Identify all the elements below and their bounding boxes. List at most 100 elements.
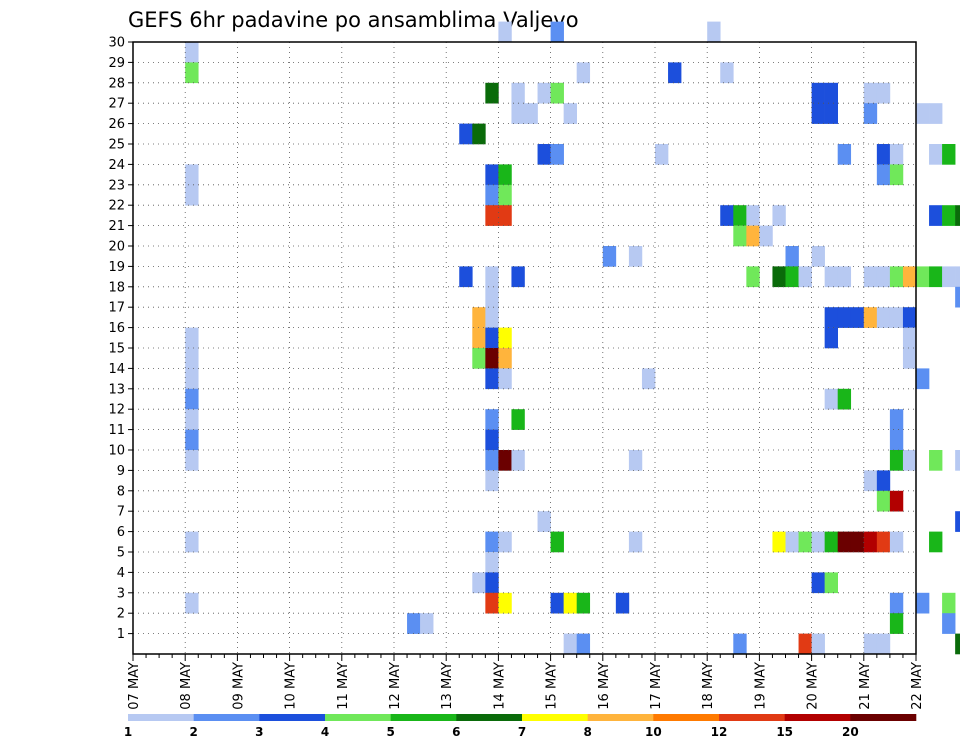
heatmap-cell	[837, 266, 852, 288]
legend-label: 2	[189, 725, 197, 739]
heatmap-cell	[185, 409, 199, 430]
legend-label: 10	[645, 725, 662, 739]
heatmap-cell	[955, 633, 960, 655]
heatmap-cell	[837, 307, 852, 328]
x-tick-label: 14 MAY	[492, 662, 507, 710]
heatmap-cell	[550, 592, 564, 614]
heatmap-cell	[472, 327, 486, 349]
heatmap-cell	[837, 144, 852, 165]
heatmap-cell	[889, 490, 904, 512]
legend-swatch	[587, 714, 654, 721]
heatmap-cell	[498, 205, 512, 226]
heatmap-cell	[485, 572, 499, 594]
heatmap-cell	[811, 572, 825, 594]
heatmap-cell	[889, 144, 904, 165]
legend-swatch	[390, 714, 457, 721]
heatmap-cell	[511, 409, 525, 430]
heatmap-cell	[485, 592, 499, 614]
heatmap-cell	[824, 572, 838, 594]
heatmap-cell	[811, 633, 825, 655]
heatmap-cell	[498, 164, 512, 186]
heatmap-cell	[185, 592, 199, 614]
heatmap-cell	[185, 348, 199, 369]
y-tick-label: 12	[108, 403, 125, 418]
heatmap-cell	[550, 144, 564, 165]
heatmap-cell	[185, 42, 199, 63]
legend-label: 12	[711, 725, 728, 739]
y-tick-label: 7	[117, 505, 125, 520]
heatmap-cell	[485, 409, 499, 430]
heatmap-cell	[185, 62, 199, 84]
heatmap-cell	[916, 592, 930, 614]
heatmap-cell	[955, 266, 960, 288]
legend-swatch	[850, 714, 917, 721]
heatmap-cell	[785, 531, 799, 553]
heatmap-cell	[563, 633, 577, 655]
y-tick-label: 1	[117, 627, 125, 642]
x-tick-label: 08 MAY	[179, 662, 194, 710]
heatmap-cell	[485, 164, 499, 186]
y-tick-label: 23	[108, 178, 125, 193]
heatmap-cell	[876, 82, 891, 104]
heatmap-cell	[485, 450, 499, 471]
y-tick-label: 30	[108, 36, 125, 51]
legend-swatch	[193, 714, 260, 721]
legend-swatch	[259, 714, 326, 721]
heatmap-cell	[628, 531, 643, 553]
heatmap-cell	[498, 450, 512, 471]
heatmap-cell	[902, 450, 917, 471]
y-tick-label: 17	[108, 301, 125, 316]
heatmap-cell	[889, 429, 904, 451]
heatmap-cell	[942, 613, 956, 634]
x-tick-label: 09 MAY	[231, 662, 246, 710]
heatmap-cell	[889, 164, 904, 186]
heatmap-cell	[916, 103, 930, 124]
heatmap-cell	[942, 266, 956, 288]
heatmap-cell	[485, 184, 499, 206]
y-tick-label: 8	[117, 484, 125, 499]
heatmap-cell	[902, 348, 917, 369]
y-tick-label: 2	[117, 607, 125, 622]
heatmap-cell	[563, 103, 577, 124]
heatmap-cell	[929, 531, 943, 553]
heatmap-cell	[811, 103, 825, 124]
legend-label: 5	[386, 725, 394, 739]
heatmap-cell	[942, 144, 956, 165]
y-tick-label: 6	[117, 525, 125, 540]
heatmap-cell	[916, 266, 930, 288]
heatmap-cell	[863, 531, 878, 553]
legend-label: 7	[518, 725, 526, 739]
heatmap-cell	[824, 388, 838, 410]
heatmap-cell	[863, 82, 878, 104]
heatmap-cell	[733, 633, 747, 655]
y-tick-label: 29	[108, 56, 125, 71]
heatmap-cell	[472, 123, 486, 145]
x-tick-label: 17 MAY	[649, 662, 664, 710]
heatmap-cell	[563, 592, 577, 614]
heatmap-cell	[902, 327, 917, 349]
heatmap-cell	[955, 286, 960, 308]
heatmap-cell	[498, 184, 512, 206]
y-tick-label: 16	[108, 321, 125, 336]
heatmap-cell	[863, 633, 878, 655]
x-tick-label: 16 MAY	[597, 662, 612, 710]
heatmap-cell	[459, 123, 473, 145]
heatmap-cell	[511, 82, 525, 104]
y-tick-label: 11	[108, 423, 125, 438]
heatmap-cell	[550, 82, 564, 104]
heatmap-cell	[824, 327, 838, 349]
y-tick-label: 15	[108, 342, 125, 357]
x-tick-label: 21 MAY	[858, 662, 873, 710]
heatmap-cell	[707, 21, 721, 43]
heatmap-cell	[785, 266, 799, 288]
heatmap-cell	[746, 205, 760, 226]
heatmap-cell	[746, 225, 760, 247]
y-tick-label: 3	[117, 586, 125, 601]
x-axis: 07 MAY 08 MAY 09 MAY 10 MAY 11 MAY 12 MAY 13 M…	[127, 654, 925, 710]
heatmap-cell	[902, 266, 917, 288]
heatmap-cell	[720, 62, 734, 84]
heatmap-cell	[628, 246, 643, 267]
heatmap-cell	[889, 307, 904, 328]
heatmap-cell	[785, 246, 799, 267]
